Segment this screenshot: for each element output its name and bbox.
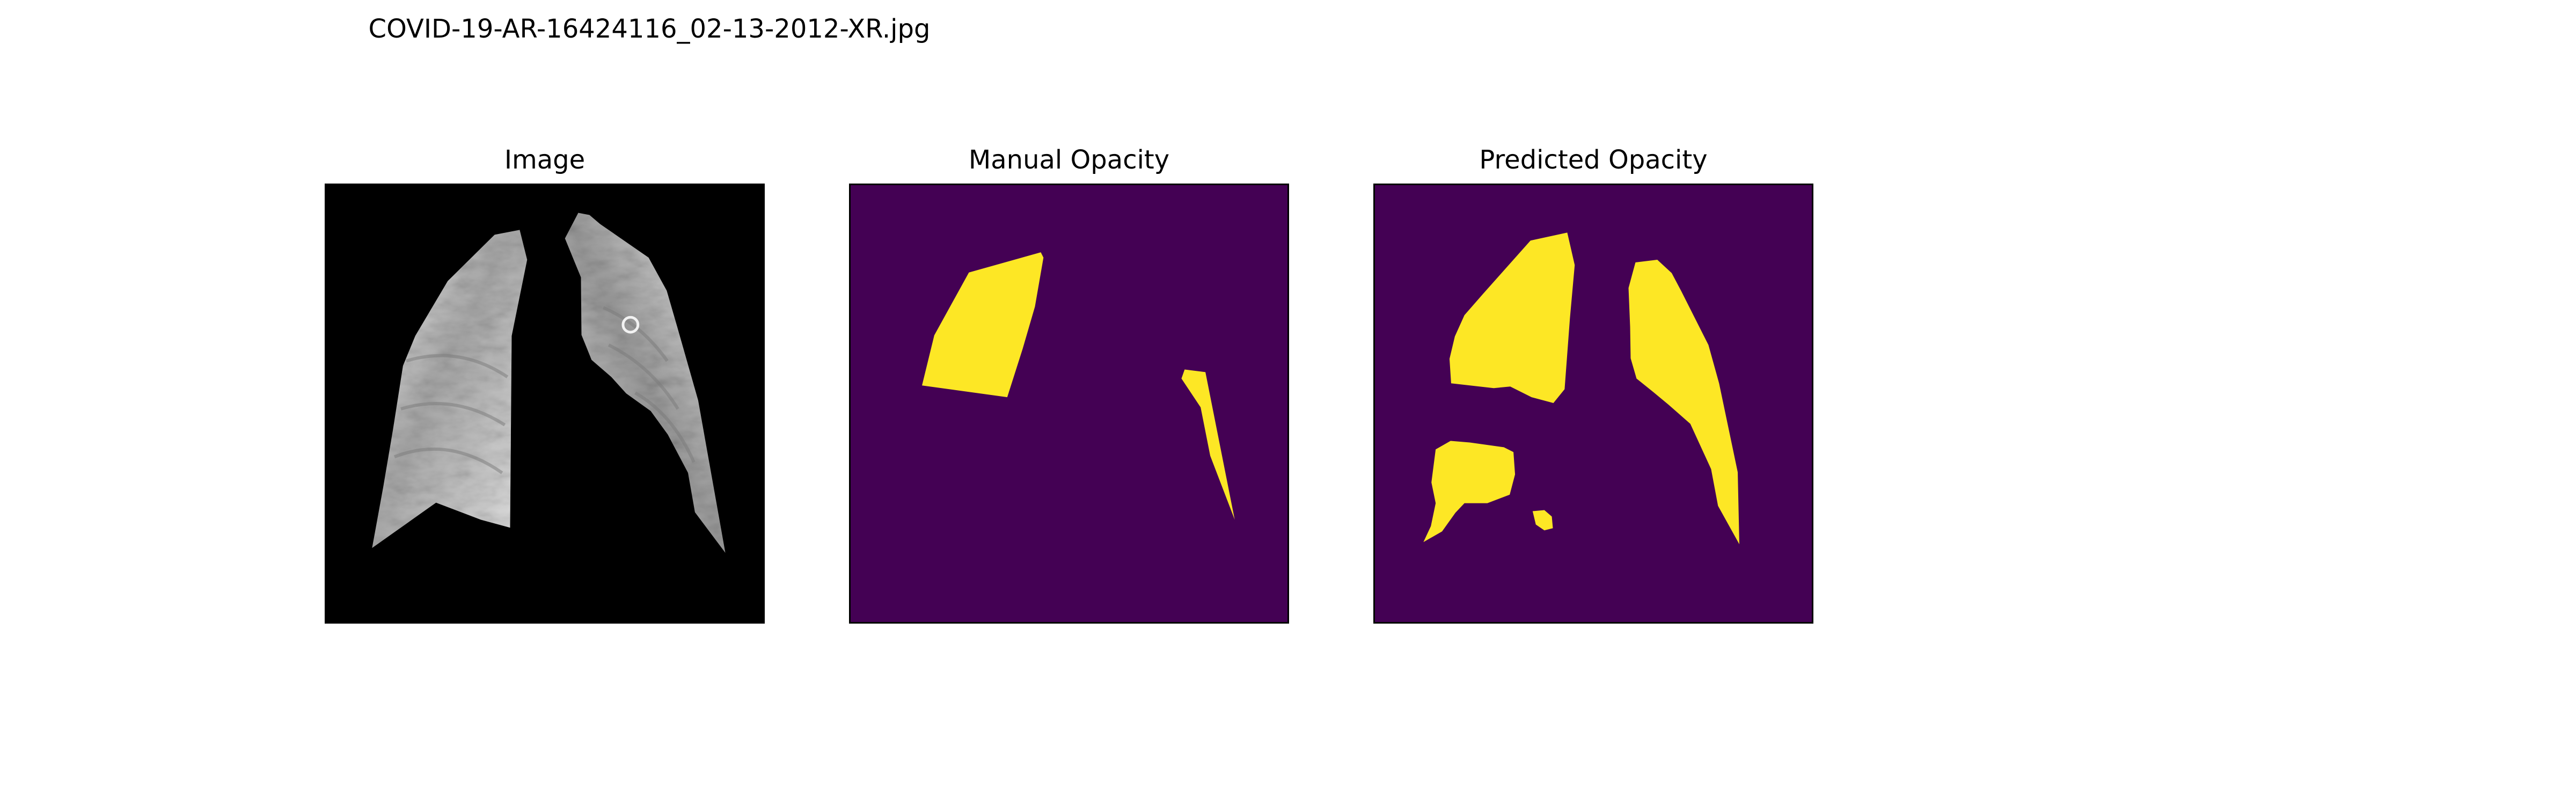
predicted-opacity-mask [1375,185,1812,622]
predicted-opacity-title: Predicted Opacity [1373,145,1813,175]
manual-opacity-panel [849,184,1289,624]
figure-title: COVID-19-AR-16424116_02-13-2012-XR.jpg [0,14,1299,44]
predicted-opacity-panel [1373,184,1813,624]
image-panel-title: Image [325,145,765,175]
xray-image [326,185,763,622]
mask-background [851,185,1287,622]
manual-opacity-mask [851,185,1287,622]
mask-background [1375,185,1812,622]
manual-opacity-title: Manual Opacity [849,145,1289,175]
xray-image-panel [325,184,765,624]
